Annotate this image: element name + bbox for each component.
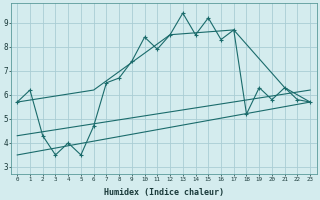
X-axis label: Humidex (Indice chaleur): Humidex (Indice chaleur) (104, 188, 224, 197)
